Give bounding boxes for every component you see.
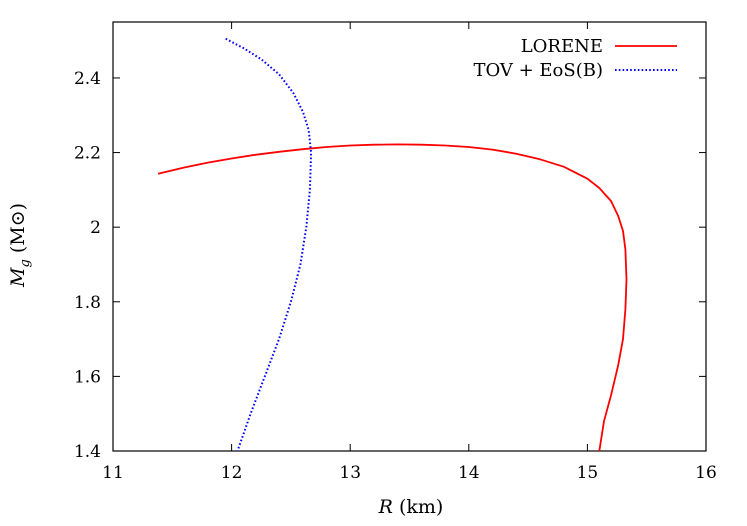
x-tick-label: 13 [339,463,361,483]
legend: LORENE TOV + EoS(B) [473,36,677,81]
plot-area [157,37,628,452]
y-tick-label: 1.6 [74,367,101,387]
x-axis-label-symbol: R [378,496,393,518]
y-tick-label: 2 [90,218,101,238]
legend-label: LORENE [521,36,603,57]
y-tick-label: 1.8 [74,293,101,313]
y-tick-label: 1.4 [74,442,101,462]
y-axis-label-subscript: g [18,259,33,267]
x-tick-label: 12 [221,463,243,483]
y-axis-label: Mg (M⊙) [7,203,33,288]
y-axis-label-unit: (M⊙) [7,203,29,259]
x-tick-label: 14 [458,463,480,483]
legend-label: TOV + EoS(B) [473,60,603,81]
x-tick-label: 11 [102,463,124,483]
y-tick-label: 2.2 [74,144,101,164]
series-line-tov-eos-b [225,37,313,452]
x-axis-label: R (km) [378,496,444,518]
x-tick-label: 16 [695,463,717,483]
x-tick-label: 15 [577,463,599,483]
plot-frame [112,21,707,452]
x-axis-label-unit: (km) [393,496,443,518]
y-tick-label: 2.4 [74,69,101,89]
axes: 11 12 13 14 15 16 1.4 1.6 1.8 2 2.2 2.4 [74,21,717,483]
y-axis-label-symbol: M [7,267,29,288]
series-line-lorene [157,143,628,452]
